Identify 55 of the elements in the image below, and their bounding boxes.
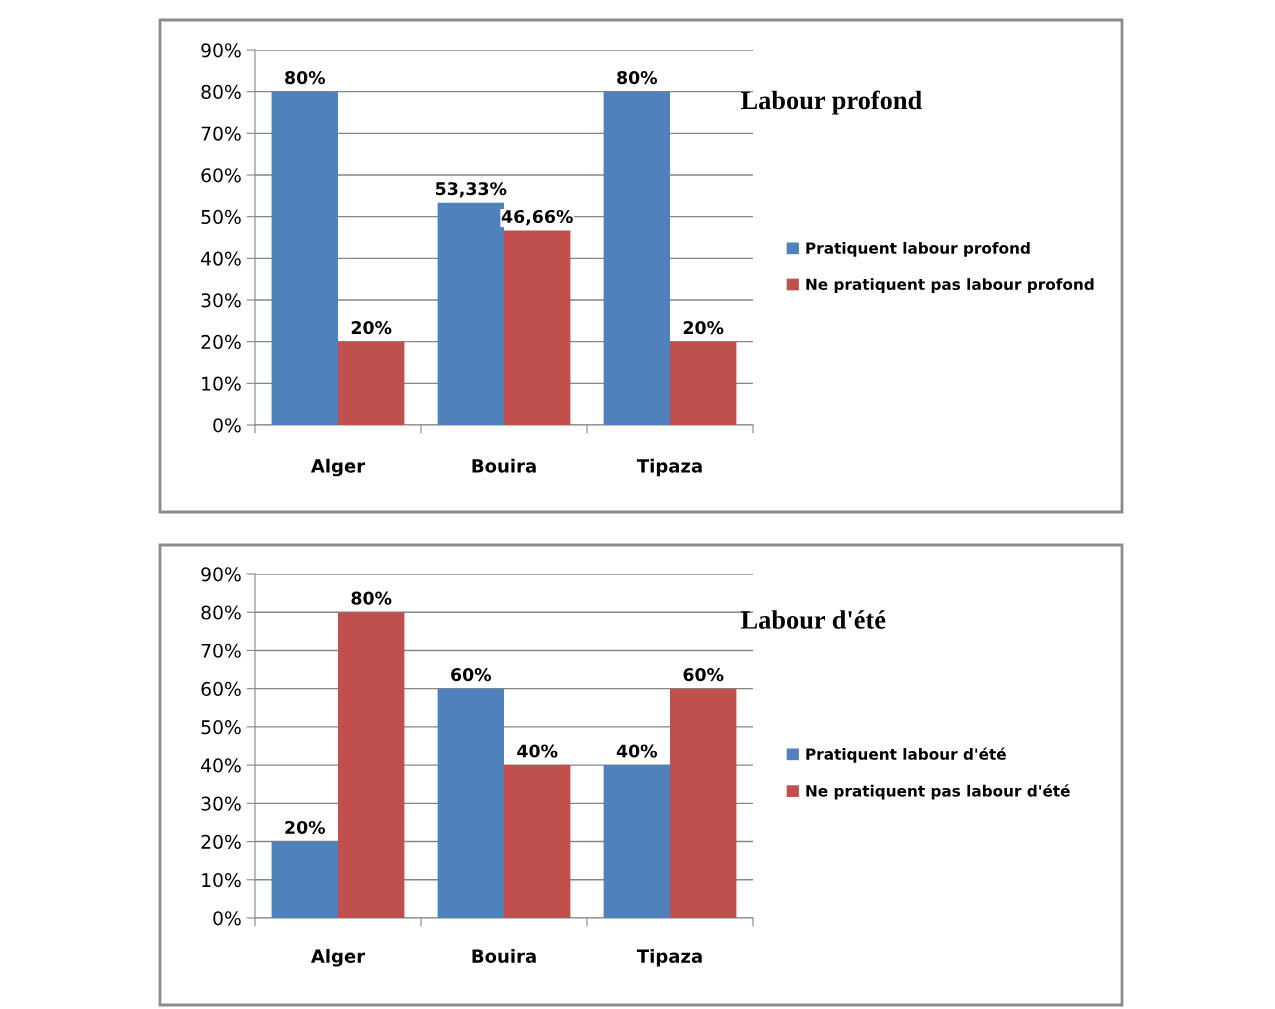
y-tick-label: 0% bbox=[213, 911, 241, 926]
bar bbox=[603, 91, 670, 425]
y-tick-label: 80% bbox=[201, 84, 241, 100]
data-label: 40% bbox=[616, 744, 658, 758]
text: Labour profond bbox=[741, 90, 922, 115]
bar bbox=[338, 612, 405, 918]
x-tick-label: Alger bbox=[310, 948, 366, 967]
data-label: 80% bbox=[351, 591, 392, 605]
data-label: 60% bbox=[451, 668, 492, 682]
y-tick-label: 50% bbox=[201, 209, 241, 225]
legend-label: Ne pratiquent pas labour d'été bbox=[806, 784, 1070, 800]
y-tick-label: 50% bbox=[201, 720, 241, 735]
data-label: 40% bbox=[517, 744, 558, 758]
bar bbox=[338, 341, 405, 425]
y-tick-label: 0% bbox=[213, 418, 241, 433]
legend-label: Pratiquent labour profond bbox=[806, 242, 1030, 257]
y-tick-label: 40% bbox=[201, 251, 241, 266]
bar bbox=[437, 688, 504, 918]
data-label: 20% bbox=[285, 820, 326, 835]
y-tick-label: 90% bbox=[201, 567, 241, 582]
data-label: 60% bbox=[683, 668, 724, 682]
x-tick-label: Tipaza bbox=[636, 948, 702, 967]
y-tick-label: 80% bbox=[201, 605, 241, 620]
y-tick-label: 10% bbox=[202, 872, 241, 888]
y-tick-label: 70% bbox=[201, 126, 241, 141]
legend-label: Pratiquent labour d'été bbox=[806, 747, 1006, 763]
bar bbox=[271, 91, 338, 425]
data-label: 80% bbox=[617, 71, 658, 85]
y-tick-label: 30% bbox=[201, 293, 241, 308]
legend-label: Ne pratiquent pas labour profond bbox=[806, 278, 1094, 293]
y-tick-label: 30% bbox=[201, 796, 241, 811]
y-tick-label: 10% bbox=[202, 376, 241, 391]
bar bbox=[603, 765, 670, 918]
y-tick-label: 70% bbox=[201, 643, 241, 658]
y-tick-label: 60% bbox=[201, 681, 241, 697]
bar bbox=[504, 765, 571, 918]
data-label: 46,66% bbox=[501, 209, 573, 226]
bar bbox=[271, 841, 338, 918]
data-label: 20% bbox=[351, 321, 392, 335]
bar bbox=[504, 230, 571, 425]
x-tick-label: Bouira bbox=[472, 458, 536, 473]
bar bbox=[670, 341, 737, 425]
bar bbox=[670, 688, 737, 918]
x-tick-label: Bouira bbox=[472, 948, 536, 963]
text: Labour d'été bbox=[741, 610, 886, 629]
y-tick-label: 20% bbox=[201, 334, 241, 350]
y-tick-label: 60% bbox=[201, 168, 241, 183]
y-tick-label: 90% bbox=[201, 43, 241, 58]
x-tick-label: Tipaza bbox=[636, 458, 702, 477]
y-tick-label: 40% bbox=[201, 758, 241, 773]
y-tick-label: 20% bbox=[201, 834, 241, 849]
data-label: 80% bbox=[285, 71, 326, 85]
x-tick-label: Alger bbox=[310, 458, 366, 477]
data-label: 53,33% bbox=[435, 182, 507, 198]
data-label: 20% bbox=[683, 321, 724, 335]
